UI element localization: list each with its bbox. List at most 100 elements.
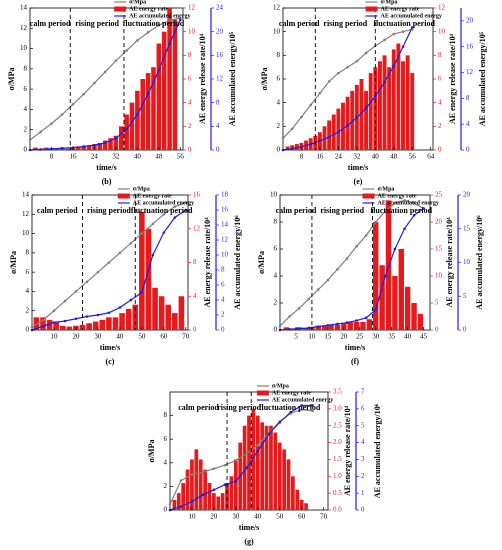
bar [129, 102, 135, 150]
bar [125, 308, 132, 330]
bar [341, 102, 345, 150]
y-tick-label: 4 [277, 98, 281, 106]
y-axis-title: σ/MPa [260, 67, 269, 90]
legend-label: AE accumulated energy [129, 13, 190, 19]
line-point [403, 199, 406, 202]
line-series [279, 199, 424, 327]
x-tick-label: 24 [335, 153, 343, 161]
line-point [146, 31, 150, 34]
x-tick-label: 60 [160, 333, 168, 341]
legend-label: AE accumulated energy [133, 200, 194, 206]
y-tick-label: 6 [26, 268, 30, 276]
line-point [173, 205, 177, 208]
line-point [281, 136, 285, 140]
y3-tick-label: 4 [216, 122, 220, 130]
line-point [114, 136, 118, 140]
line-point [85, 280, 89, 284]
bar [54, 148, 60, 150]
x-tick-label: 16 [316, 153, 324, 161]
period-label: calm period [279, 19, 320, 28]
period-label: fluctuation period [123, 19, 185, 28]
legend-label: AE energy rate [272, 390, 311, 396]
y3-tick-label: 12 [216, 75, 224, 83]
x-tick-label: 8 [50, 153, 54, 161]
x-tick-label: 5 [294, 333, 298, 341]
y2-tick-label: 20 [435, 218, 443, 226]
y2-axis-title: AE energy release rate/10⁴ [445, 217, 454, 308]
line-point [74, 317, 78, 321]
x-tick-label: 25 [356, 333, 364, 341]
line-point [289, 410, 292, 414]
bar [364, 90, 369, 150]
line-point [300, 408, 303, 412]
x-tick-label: 40 [372, 153, 380, 161]
bar [145, 73, 151, 150]
line-point [364, 51, 368, 55]
legend-label: AE energy rate [381, 6, 420, 12]
bar [112, 317, 119, 330]
bar [40, 317, 46, 330]
y3-tick-label: 3 [361, 455, 365, 463]
x-tick-label: 10 [50, 333, 58, 341]
line-point [93, 143, 96, 147]
y3-tick-label: 6 [221, 281, 225, 289]
line-point [383, 80, 386, 84]
y-tick-label: 6 [24, 85, 28, 93]
y-tick-label: 0 [274, 326, 278, 334]
bar [194, 449, 199, 510]
line-point [364, 106, 368, 110]
bar [86, 145, 92, 150]
y2-tick-label: 10 [188, 27, 196, 35]
line-point [318, 91, 322, 95]
panel-label: (b) [102, 177, 112, 186]
line-point [401, 30, 405, 33]
legend-label: AE energy rate [133, 193, 172, 199]
bar [108, 138, 113, 150]
bar [387, 67, 392, 150]
y-tick-label: 0 [164, 506, 168, 514]
bar [368, 73, 373, 150]
line-point [245, 466, 249, 470]
bar [327, 120, 332, 150]
bar [207, 483, 212, 510]
bar [178, 296, 185, 330]
bar [46, 319, 53, 330]
line-point [422, 207, 425, 210]
line-point [85, 315, 89, 318]
y3-tick-label: 8 [466, 94, 470, 102]
line-point [245, 452, 249, 455]
line-point [300, 404, 303, 407]
bar [92, 321, 99, 330]
line-point [223, 463, 227, 467]
bar [165, 304, 172, 330]
bar [417, 313, 424, 330]
bar [401, 61, 405, 150]
line-point [297, 327, 301, 330]
line-point [114, 59, 118, 63]
period-label: rising period [87, 206, 131, 215]
y2-tick-label: 15 [435, 245, 443, 253]
y2-tick-label: 3.0 [333, 404, 342, 412]
bar [331, 114, 336, 150]
bar [302, 327, 309, 330]
x-tick-label: 56 [177, 153, 185, 161]
bar [81, 146, 86, 150]
line-point [393, 201, 397, 205]
y-tick-label: 2 [24, 125, 28, 133]
y2-tick-label: 5 [435, 299, 439, 307]
y2-axis-title: AE energy release rate/10⁴ [448, 33, 457, 124]
y3-tick-label: 12 [221, 236, 229, 244]
line-point [288, 328, 291, 331]
period-label: rising period [75, 19, 119, 28]
y-tick-label: 4 [26, 287, 30, 295]
bar [152, 287, 158, 330]
x-tick-label: 48 [390, 153, 398, 161]
period-label: calm period [276, 206, 317, 215]
x-tick-label: 15 [324, 333, 332, 341]
line-point [410, 26, 414, 29]
line-point [201, 470, 205, 474]
line-point [278, 324, 282, 328]
line-point [41, 324, 45, 328]
line-point [346, 65, 349, 69]
line-point [82, 145, 85, 148]
